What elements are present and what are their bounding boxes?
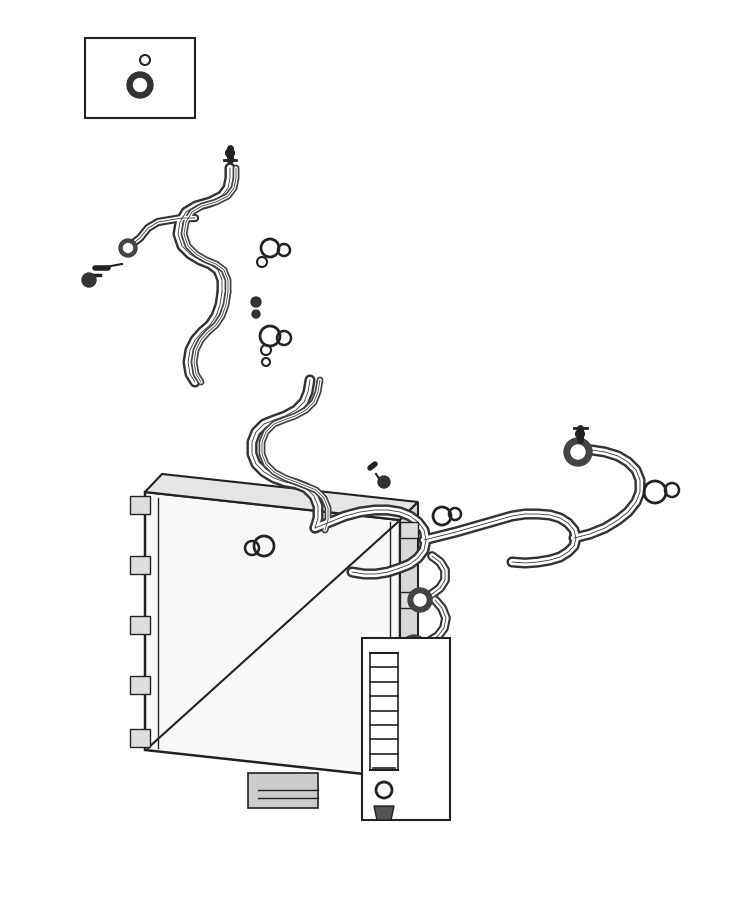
- Bar: [400, 717, 418, 733]
- Bar: [400, 592, 418, 608]
- Polygon shape: [145, 474, 418, 520]
- Bar: [130, 616, 150, 634]
- Circle shape: [414, 594, 426, 606]
- Bar: [248, 773, 318, 808]
- Bar: [130, 729, 150, 747]
- Circle shape: [82, 273, 96, 287]
- Circle shape: [564, 438, 592, 466]
- Circle shape: [378, 476, 390, 488]
- Bar: [130, 676, 150, 694]
- Bar: [400, 652, 418, 668]
- Circle shape: [124, 244, 133, 253]
- Circle shape: [408, 642, 420, 654]
- Circle shape: [408, 588, 432, 612]
- Bar: [85, 38, 195, 118]
- Bar: [362, 638, 450, 820]
- Bar: [400, 522, 418, 538]
- Circle shape: [251, 297, 261, 307]
- Circle shape: [119, 239, 137, 257]
- Bar: [130, 556, 150, 574]
- Circle shape: [127, 72, 153, 98]
- Circle shape: [571, 445, 585, 459]
- Polygon shape: [145, 492, 400, 778]
- Polygon shape: [400, 502, 418, 778]
- Bar: [130, 496, 150, 514]
- Polygon shape: [374, 806, 394, 820]
- Circle shape: [252, 310, 260, 318]
- Circle shape: [401, 635, 427, 661]
- Circle shape: [133, 78, 147, 92]
